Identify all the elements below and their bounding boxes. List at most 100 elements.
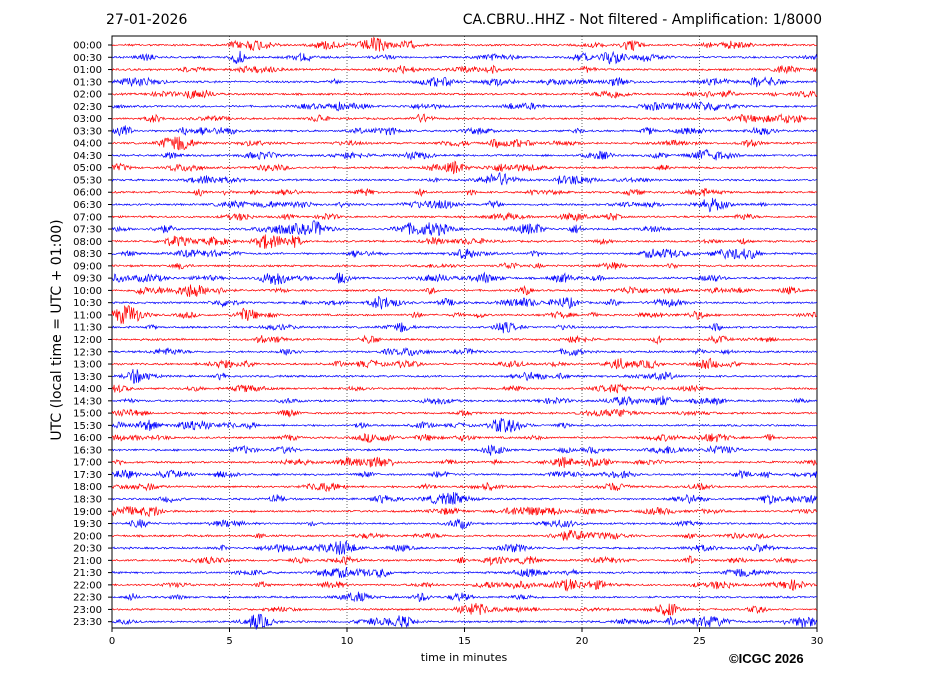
y-tick-label: 01:00 xyxy=(73,65,102,76)
trace-1830 xyxy=(111,491,818,505)
y-tick-label: 16:30 xyxy=(73,445,102,456)
y-tick-label: 04:30 xyxy=(73,151,102,162)
trace-0700 xyxy=(111,211,817,222)
y-tick-label: 14:30 xyxy=(73,396,102,407)
trace-2200 xyxy=(111,578,818,592)
y-tick-label: 02:00 xyxy=(73,90,102,101)
trace-0230 xyxy=(111,101,817,112)
x-axis-label: time in minutes xyxy=(420,651,508,664)
y-axis-label: UTC (local time = UTC + 01:00) xyxy=(49,219,65,441)
y-tick-label: 14:00 xyxy=(73,384,102,395)
trace-1230 xyxy=(111,347,818,357)
y-tick-label: 00:00 xyxy=(73,41,102,52)
trace-1200 xyxy=(111,334,818,346)
y-tick-label: 00:30 xyxy=(73,53,102,64)
trace-1030 xyxy=(111,295,818,310)
y-tick-label: 18:30 xyxy=(73,494,102,505)
x-tick-label: 0 xyxy=(109,636,115,647)
trace-1630 xyxy=(111,444,817,456)
y-tick-label: 21:30 xyxy=(73,568,102,579)
y-tick-label: 12:00 xyxy=(73,335,102,346)
y-tick-label: 16:00 xyxy=(73,433,102,444)
y-tick-label: 04:00 xyxy=(73,139,102,150)
trace-1500 xyxy=(111,408,817,418)
y-tick-label: 20:00 xyxy=(73,531,102,542)
y-tick-label: 19:00 xyxy=(73,507,102,518)
trace-0530 xyxy=(111,171,817,186)
trace-0430 xyxy=(111,148,818,161)
trace-2000 xyxy=(111,529,817,542)
x-tick-label: 10 xyxy=(341,636,354,647)
y-tick-label: 07:30 xyxy=(73,225,102,236)
trace-2100 xyxy=(111,555,818,567)
y-tick-label: 23:00 xyxy=(73,605,102,616)
y-tick-label: 10:00 xyxy=(73,286,102,297)
y-tick-label: 20:30 xyxy=(73,544,102,555)
trace-1700 xyxy=(111,456,818,468)
y-tick-label: 02:30 xyxy=(73,102,102,113)
trace-0200 xyxy=(111,89,818,99)
trace-1000 xyxy=(111,284,818,298)
trace-0500 xyxy=(111,160,818,175)
trace-1930 xyxy=(111,518,818,531)
trace-0130 xyxy=(111,76,818,88)
trace-1330 xyxy=(111,369,818,384)
y-tick-label: 13:30 xyxy=(73,372,102,383)
y-tick-label: 11:30 xyxy=(73,323,102,334)
chart-title: CA.CBRU..HHZ - Not filtered - Amplificat… xyxy=(462,12,822,28)
plot-frame xyxy=(111,35,818,629)
y-tick-label: 07:00 xyxy=(73,212,102,223)
y-tick-label: 15:30 xyxy=(73,421,102,432)
date-label: 27-01-2026 xyxy=(106,12,188,28)
y-tick-label: 10:30 xyxy=(73,298,102,309)
trace-0930 xyxy=(111,271,818,285)
y-tick-label: 15:00 xyxy=(73,409,102,420)
trace-1600 xyxy=(111,433,818,443)
x-tick-label: 20 xyxy=(576,636,589,647)
trace-2130 xyxy=(111,567,818,579)
trace-0100 xyxy=(111,64,817,75)
trace-1730 xyxy=(111,469,818,480)
x-tick-label: 5 xyxy=(226,636,232,647)
trace-2300 xyxy=(111,602,818,616)
y-tick-label: 17:00 xyxy=(73,458,102,469)
trace-1100 xyxy=(111,305,818,325)
y-tick-label: 21:00 xyxy=(73,556,102,567)
y-tick-label: 22:00 xyxy=(73,580,102,591)
trace-1530 xyxy=(111,417,818,433)
trace-0030 xyxy=(111,50,818,65)
trace-0800 xyxy=(111,234,818,249)
y-tick-label: 13:00 xyxy=(73,360,102,371)
y-tick-label: 05:00 xyxy=(73,163,102,174)
y-tick-label: 06:00 xyxy=(73,188,102,199)
y-tick-label: 08:00 xyxy=(73,237,102,248)
y-tick-label: 03:00 xyxy=(73,114,102,125)
trace-2030 xyxy=(111,540,818,555)
y-tick-label: 05:30 xyxy=(73,175,102,186)
y-tick-label: 01:30 xyxy=(73,77,102,88)
trace-1800 xyxy=(111,482,818,493)
trace-0330 xyxy=(111,125,817,137)
trace-1130 xyxy=(111,322,817,334)
y-tick-label: 19:30 xyxy=(73,519,102,530)
trace-0400 xyxy=(111,136,818,151)
y-tick-label: 22:30 xyxy=(73,593,102,604)
trace-0000 xyxy=(111,36,817,52)
trace-1400 xyxy=(111,383,818,394)
y-tick-label: 06:30 xyxy=(73,200,102,211)
x-tick-label: 25 xyxy=(693,636,706,647)
trace-0600 xyxy=(111,187,818,197)
x-tick-label: 30 xyxy=(811,636,824,647)
trace-2330 xyxy=(111,613,818,630)
trace-1430 xyxy=(111,395,818,406)
trace-1300 xyxy=(111,357,817,370)
y-tick-label: 11:00 xyxy=(73,310,102,321)
y-tick-label: 18:00 xyxy=(73,482,102,493)
x-tick-label: 15 xyxy=(458,636,471,647)
y-tick-label: 09:30 xyxy=(73,274,102,285)
y-tick-label: 03:30 xyxy=(73,126,102,137)
trace-1900 xyxy=(111,506,818,518)
trace-0900 xyxy=(111,262,818,270)
y-tick-label: 23:30 xyxy=(73,617,102,628)
y-tick-label: 12:30 xyxy=(73,347,102,358)
